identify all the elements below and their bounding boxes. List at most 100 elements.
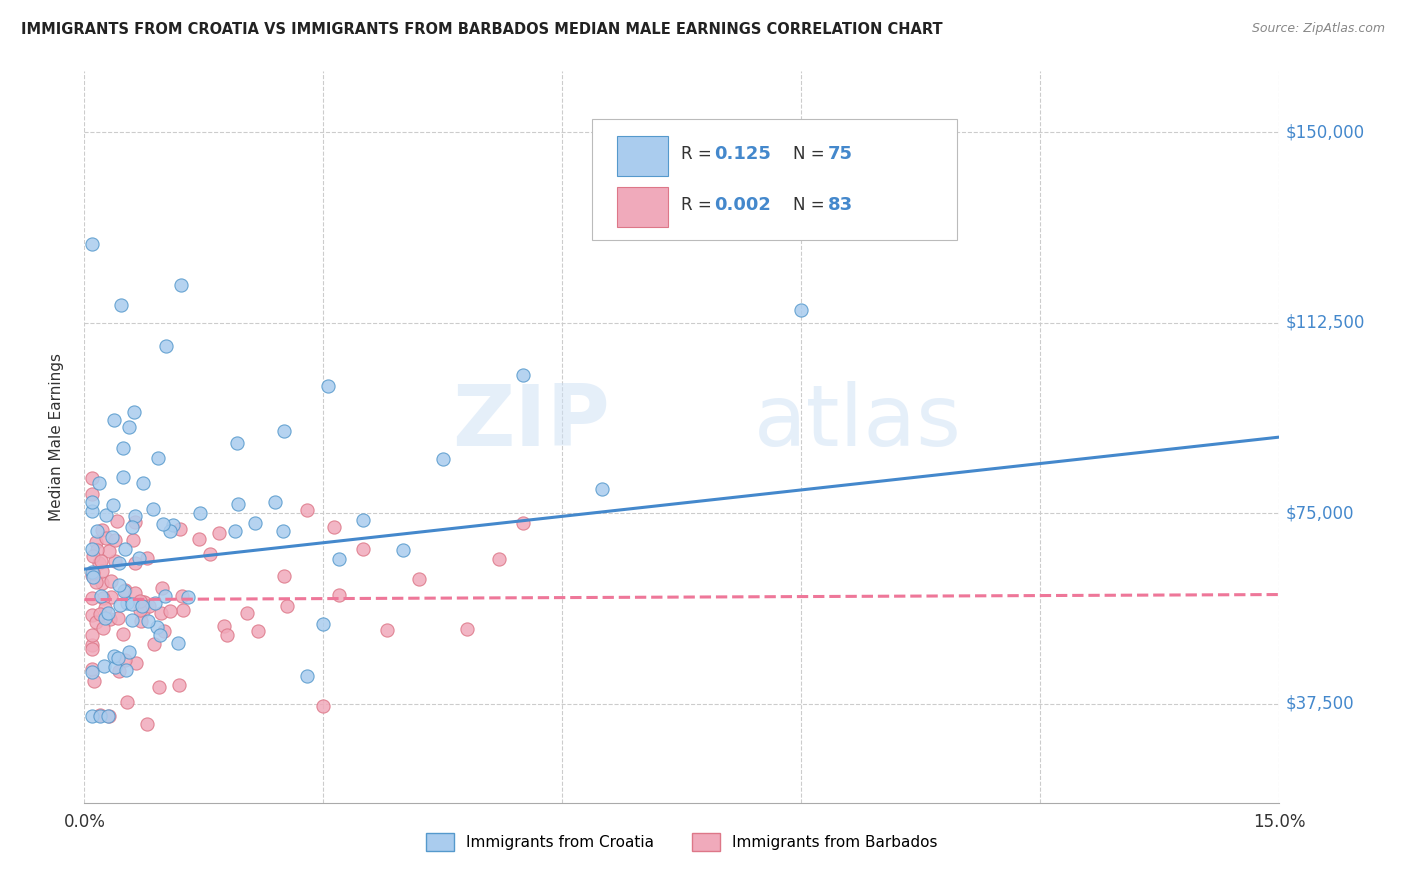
- Point: [172, 589, 194, 603]
- Point: [84, 615, 107, 629]
- Point: [167, 678, 190, 692]
- Point: [224, 524, 246, 539]
- Point: [226, 436, 249, 450]
- Point: [94, 600, 117, 615]
- Point: [148, 680, 170, 694]
- Point: [121, 613, 143, 627]
- Point: [103, 648, 125, 663]
- Point: [150, 582, 173, 596]
- Point: [152, 516, 174, 531]
- Point: [132, 595, 155, 609]
- Text: R =: R =: [681, 145, 717, 163]
- Point: [94, 531, 117, 545]
- Point: [352, 513, 374, 527]
- Point: [98, 612, 121, 626]
- Point: [107, 651, 129, 665]
- Point: [82, 665, 104, 680]
- Point: [316, 379, 339, 393]
- Point: [82, 471, 104, 485]
- Point: [108, 664, 131, 678]
- Point: [208, 526, 231, 541]
- Point: [297, 669, 319, 683]
- Point: [90, 589, 112, 603]
- Point: [82, 568, 104, 582]
- Point: [236, 606, 259, 620]
- Point: [276, 599, 298, 614]
- Point: [512, 368, 534, 383]
- Point: [188, 506, 211, 520]
- Point: [132, 604, 155, 618]
- Point: [166, 636, 188, 650]
- Point: [124, 515, 146, 529]
- Point: [146, 619, 169, 633]
- Point: [105, 514, 128, 528]
- Point: [103, 498, 125, 512]
- Legend: Immigrants from Croatia, Immigrants from Barbados: Immigrants from Croatia, Immigrants from…: [420, 827, 943, 857]
- Point: [122, 405, 145, 419]
- Point: [125, 656, 148, 670]
- Point: [103, 413, 125, 427]
- Point: [131, 599, 153, 613]
- Point: [82, 237, 104, 252]
- Point: [121, 598, 143, 612]
- Text: 83: 83: [828, 196, 853, 214]
- Point: [138, 599, 160, 613]
- Point: [121, 533, 143, 547]
- FancyBboxPatch shape: [592, 119, 957, 240]
- Point: [155, 589, 177, 603]
- Point: [93, 658, 115, 673]
- Point: [89, 557, 111, 571]
- Point: [111, 470, 134, 484]
- Point: [188, 532, 211, 546]
- Text: $112,500: $112,500: [1285, 314, 1365, 332]
- Point: [89, 607, 111, 621]
- Point: [86, 543, 108, 558]
- Point: [146, 450, 169, 465]
- Point: [162, 517, 184, 532]
- Point: [82, 709, 104, 723]
- Point: [97, 709, 120, 723]
- Point: [91, 591, 114, 606]
- Point: [97, 544, 120, 558]
- Point: [89, 708, 111, 723]
- FancyBboxPatch shape: [617, 136, 668, 176]
- Point: [111, 441, 134, 455]
- Point: [591, 483, 613, 497]
- Point: [215, 628, 238, 642]
- Point: [214, 619, 236, 633]
- Text: IMMIGRANTS FROM CROATIA VS IMMIGRANTS FROM BARBADOS MEDIAN MALE EARNINGS CORRELA: IMMIGRANTS FROM CROATIA VS IMMIGRANTS FR…: [21, 22, 942, 37]
- Text: $75,000: $75,000: [1285, 504, 1354, 523]
- Text: N =: N =: [793, 145, 830, 163]
- Point: [82, 628, 104, 642]
- Point: [200, 547, 222, 561]
- Point: [246, 624, 269, 638]
- Point: [114, 583, 136, 598]
- Point: [159, 524, 181, 538]
- Point: [323, 520, 346, 534]
- Text: 75: 75: [828, 145, 852, 163]
- Point: [94, 611, 117, 625]
- Point: [408, 573, 430, 587]
- Point: [124, 557, 146, 571]
- Point: [155, 338, 177, 352]
- Point: [352, 541, 374, 556]
- Point: [83, 674, 105, 689]
- Point: [297, 502, 319, 516]
- Point: [114, 663, 136, 677]
- Point: [104, 533, 127, 548]
- Point: [142, 637, 165, 651]
- FancyBboxPatch shape: [617, 187, 668, 227]
- Point: [82, 641, 104, 656]
- Point: [112, 584, 135, 599]
- Text: $37,500: $37,500: [1285, 695, 1354, 713]
- Point: [82, 638, 104, 652]
- Point: [103, 554, 125, 568]
- Point: [117, 645, 139, 659]
- Point: [121, 520, 143, 534]
- Point: [117, 596, 139, 610]
- Point: [100, 590, 122, 604]
- Point: [82, 565, 104, 579]
- Point: [456, 622, 478, 636]
- Point: [128, 602, 150, 616]
- Point: [93, 621, 115, 635]
